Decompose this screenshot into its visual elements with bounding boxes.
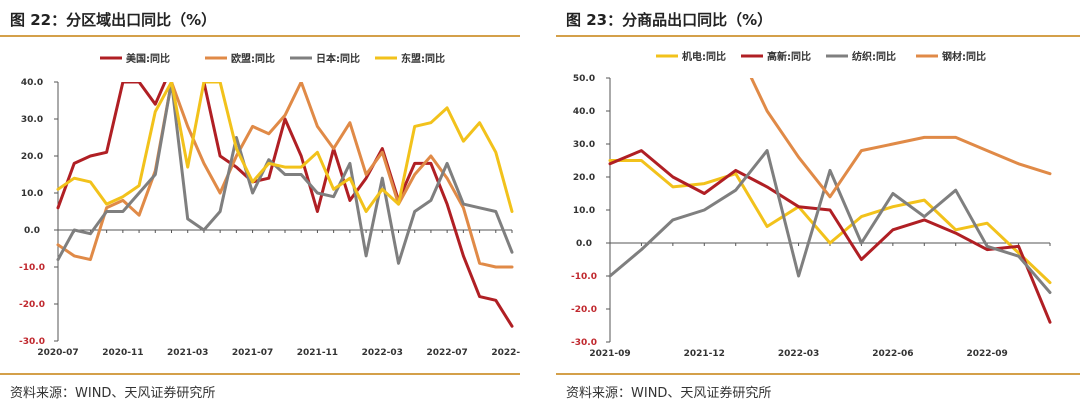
- source-note: 资料来源：WIND、天风证券研究所: [566, 386, 772, 401]
- x-tick-label: 2020-07: [37, 348, 78, 358]
- legend-label: 日本:同比: [316, 52, 360, 65]
- footer-rule: [0, 373, 520, 375]
- y-tick-label: 30.0: [21, 115, 43, 125]
- footer-rule: [556, 373, 1080, 375]
- chart-panel-commodities: 图 23：分商品出口同比（%） 50.0 40.0 30.0 20.0 10.0 0.0 -…: [556, 0, 1080, 411]
- x-tick-label: 2022-06: [872, 349, 913, 359]
- x-tick-label: 2021-12: [684, 349, 725, 359]
- y-tick-label: -20.0: [19, 300, 45, 310]
- y-tick-label: 10.0: [573, 206, 595, 216]
- series-line: [608, 149, 1052, 324]
- y-tick-label: 40.0: [573, 107, 595, 117]
- y-tick-label: 10.0: [21, 189, 43, 199]
- title-rule: [556, 35, 1080, 37]
- legend-label: 美国:同比: [126, 52, 170, 65]
- x-tick-label: 2020-11: [102, 348, 143, 358]
- series-line: [56, 82, 514, 269]
- y-tick-label: -20.0: [571, 305, 597, 315]
- x-tick-label: 2021-11: [297, 348, 338, 358]
- legend-label: 欧盟:同比: [231, 52, 275, 65]
- chart-panel-regions: 图 22：分区域出口同比（%） 40.0 30.0 20.0 10.0 0.0 -10.0…: [0, 0, 520, 411]
- x-tick-label: 2022-09: [966, 349, 1007, 359]
- y-tick-label: -30.0: [571, 338, 597, 348]
- x-tick-label: 2022-07: [426, 348, 467, 358]
- y-tick-label: -30.0: [19, 337, 45, 347]
- legend-label: 机电:同比: [682, 50, 726, 63]
- chart-canvas-regions: 40.0 30.0 20.0 10.0 0.0 -10.0 -20.0 -30.02020-0…: [19, 52, 520, 358]
- legend-label: 纺织:同比: [852, 50, 896, 63]
- series-line: [56, 82, 514, 213]
- chart-title: 图 22：分区域出口同比（%）: [10, 11, 217, 29]
- y-tick-label: -10.0: [19, 263, 45, 273]
- series-line: [56, 82, 514, 328]
- series-line: [608, 149, 1052, 294]
- legend-label: 高新:同比: [767, 50, 811, 63]
- y-tick-label: 20.0: [21, 152, 43, 162]
- legend-label: 东盟:同比: [401, 52, 445, 65]
- x-tick-label: 2022-03: [778, 349, 819, 359]
- chart-title: 图 23：分商品出口同比（%）: [566, 11, 773, 29]
- series-line: [749, 78, 1052, 199]
- y-tick-label: 40.0: [21, 78, 43, 88]
- source-note: 资料来源：WIND、天风证券研究所: [10, 386, 216, 401]
- x-tick-label: 2022-11: [491, 348, 520, 358]
- x-tick-label: 2021-03: [167, 348, 208, 358]
- y-tick-label: 0.0: [576, 239, 592, 249]
- y-tick-label: 20.0: [573, 173, 595, 183]
- y-tick-label: 0.0: [24, 226, 40, 236]
- series-line: [56, 82, 514, 265]
- chart-canvas-commodities: 50.040.030.020.010.00.0-10.0-20.0-30.020…: [571, 50, 1052, 359]
- x-tick-label: 2022-03: [362, 348, 403, 358]
- x-tick-label: 2021-07: [232, 348, 273, 358]
- y-tick-label: 30.0: [573, 140, 595, 150]
- y-tick-label: -10.0: [571, 272, 597, 282]
- y-tick-label: 50.0: [573, 74, 595, 84]
- x-tick-label: 2021-09: [589, 349, 630, 359]
- legend-label: 钢材:同比: [942, 50, 986, 63]
- title-rule: [0, 35, 520, 37]
